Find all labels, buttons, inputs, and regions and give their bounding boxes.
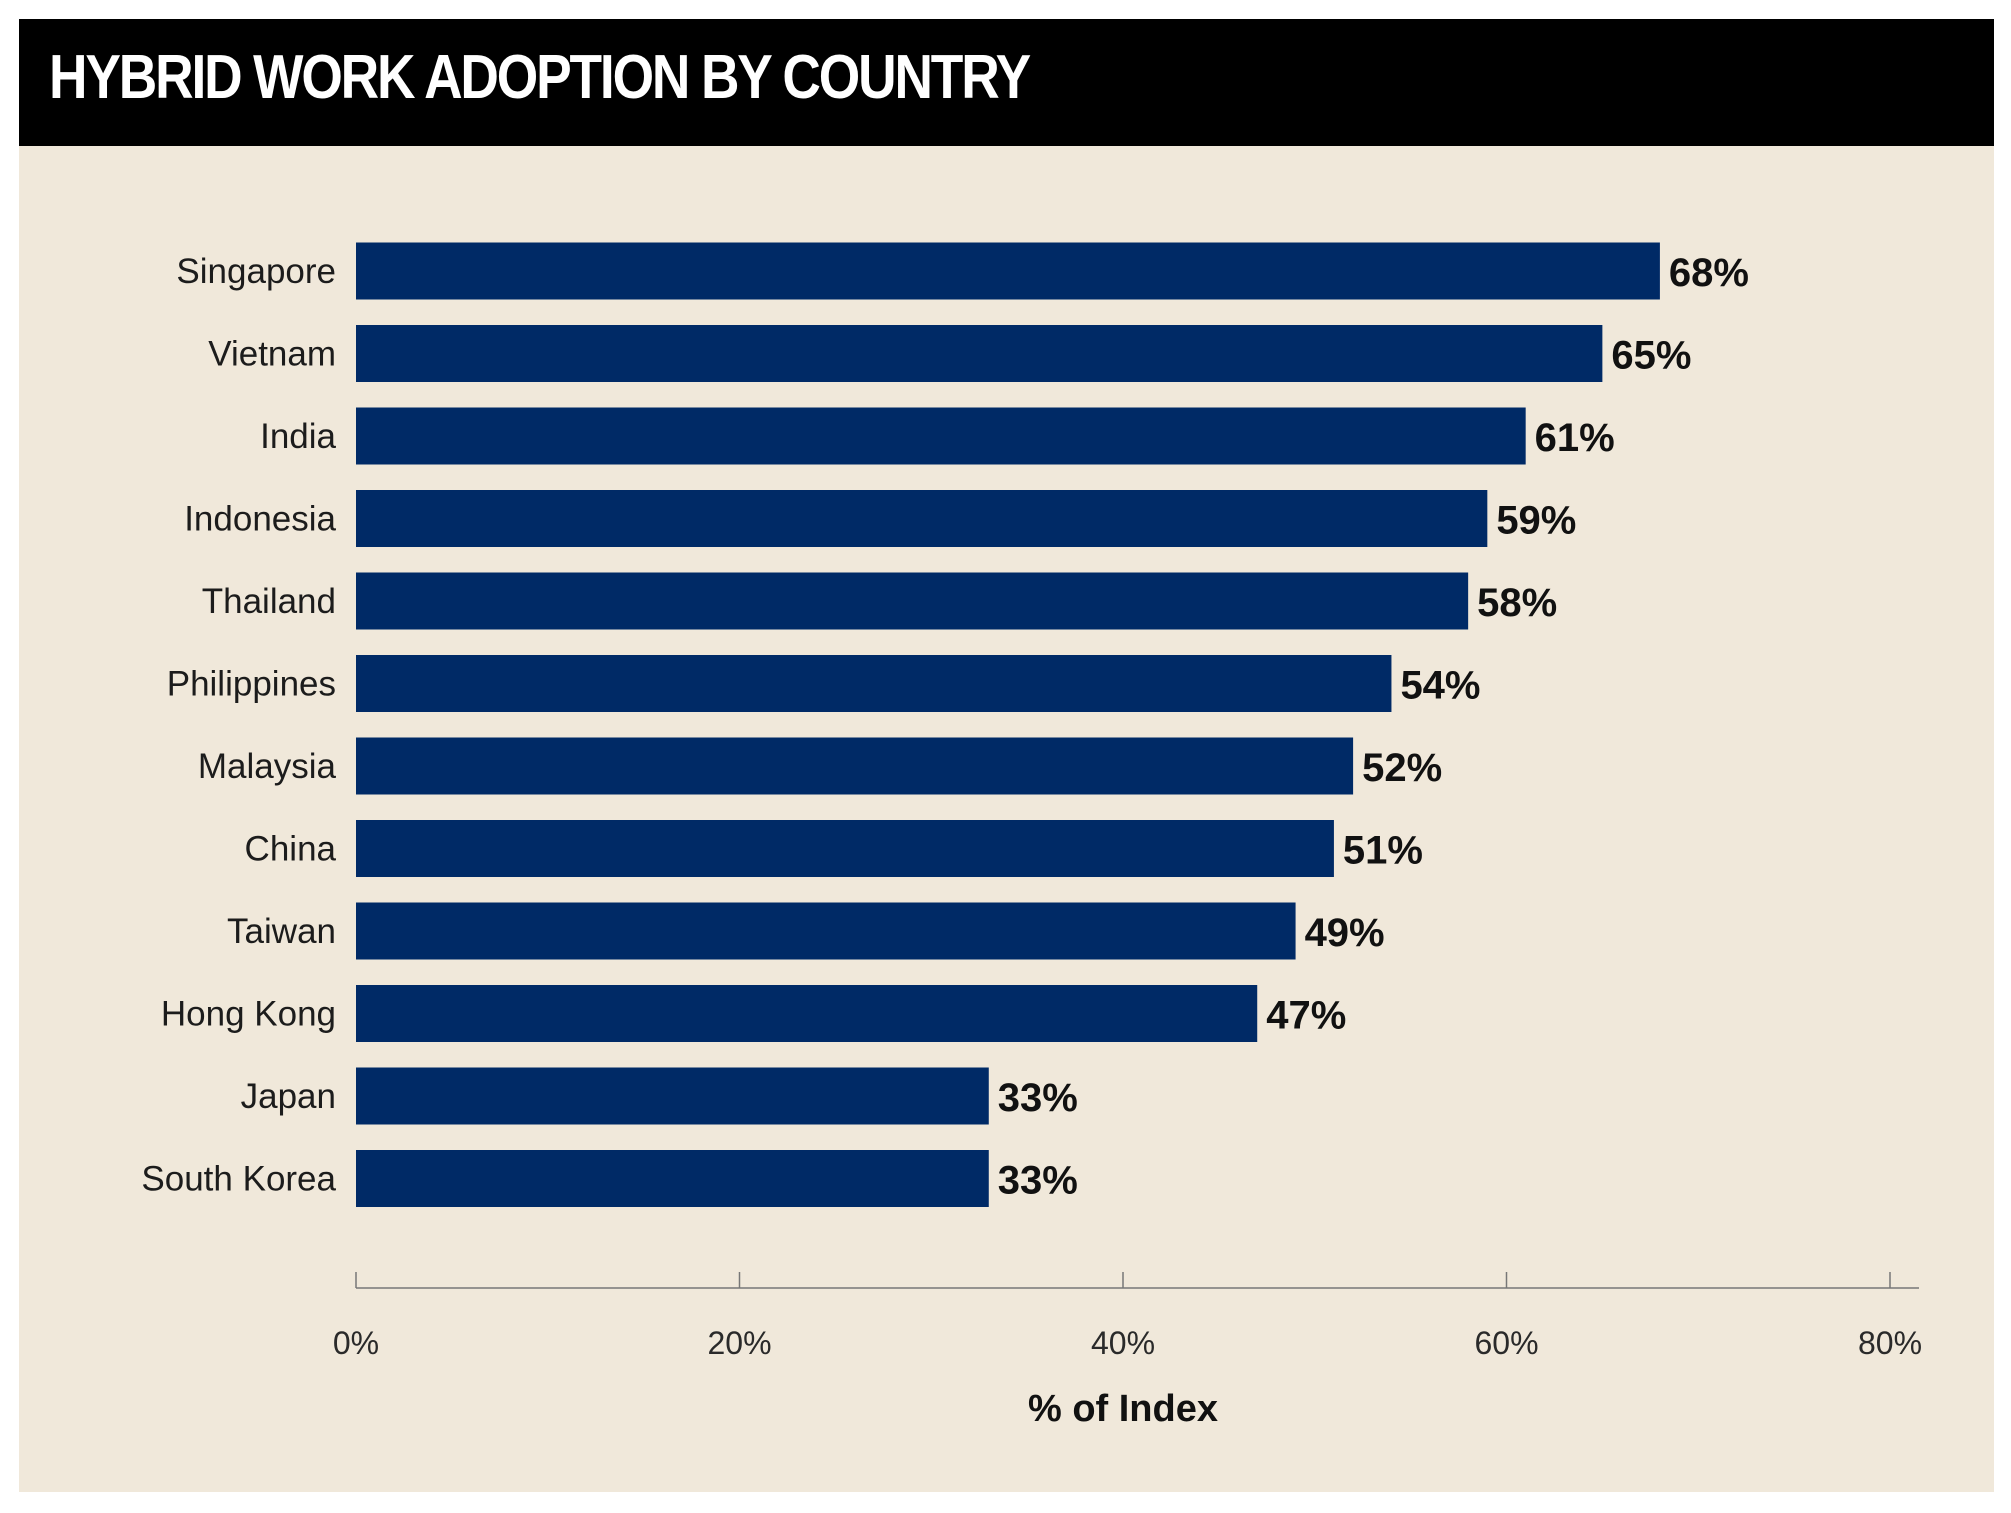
bar-south-korea <box>356 1150 989 1207</box>
x-tick-label-60: 60% <box>1474 1325 1538 1361</box>
bar-japan <box>356 1067 989 1125</box>
bar-china <box>356 820 1334 877</box>
x-tick-label-20: 20% <box>707 1325 771 1361</box>
bar-malaysia <box>356 737 1354 795</box>
value-label-indonesia: 59% <box>1496 499 1576 543</box>
bar-philippines <box>356 655 1392 712</box>
category-label-india: India <box>260 417 336 456</box>
value-label-japan: 33% <box>998 1076 1078 1120</box>
title-bar: HYBRID WORK ADOPTION BY COUNTRY <box>19 19 1994 146</box>
value-label-thailand: 58% <box>1477 581 1557 625</box>
category-label-singapore: Singapore <box>176 252 336 291</box>
x-axis: 0% 20% 40% 60% 80% <box>333 1272 1922 1361</box>
category-label-malaysia: Malaysia <box>198 747 337 786</box>
x-tick-label-40: 40% <box>1091 1325 1155 1361</box>
labels-layer: Singapore 68% Vietnam 65% India 61% Indonesia 5… <box>141 251 1749 1203</box>
bars-layer <box>356 242 1660 1207</box>
category-label-hong-kong: Hong Kong <box>161 995 336 1034</box>
value-label-philippines: 54% <box>1400 664 1480 708</box>
category-label-japan: Japan <box>241 1077 336 1116</box>
category-label-philippines: Philippines <box>167 665 336 704</box>
bar-thailand <box>356 572 1469 630</box>
x-tick-label-0: 0% <box>333 1325 379 1361</box>
value-label-hong-kong: 47% <box>1266 994 1346 1038</box>
value-label-india: 61% <box>1535 416 1615 460</box>
value-label-vietnam: 65% <box>1611 334 1691 378</box>
bar-taiwan <box>356 902 1296 960</box>
chart-title: HYBRID WORK ADOPTION BY COUNTRY <box>49 43 1031 112</box>
category-label-indonesia: Indonesia <box>184 500 336 539</box>
bar-hong-kong <box>356 985 1258 1042</box>
value-label-china: 51% <box>1343 829 1423 873</box>
value-label-taiwan: 49% <box>1305 911 1385 955</box>
category-label-china: China <box>245 830 337 869</box>
value-label-malaysia: 52% <box>1362 746 1442 790</box>
category-label-vietnam: Vietnam <box>208 335 336 374</box>
value-label-south-korea: 33% <box>998 1159 1078 1203</box>
category-label-south-korea: South Korea <box>141 1160 336 1199</box>
x-tick-label-80: 80% <box>1858 1325 1922 1361</box>
bar-india <box>356 407 1526 465</box>
value-label-singapore: 68% <box>1669 251 1749 295</box>
x-axis-title: % of Index <box>1028 1388 1218 1430</box>
bar-chart: Singapore 68% Vietnam 65% India 61% Indonesia 5… <box>141 242 1922 1430</box>
bar-indonesia <box>356 490 1488 547</box>
chart-panel: HYBRID WORK ADOPTION BY COUNTRY Singapor… <box>19 19 1994 1492</box>
bar-singapore <box>356 242 1660 300</box>
category-label-thailand: Thailand <box>202 582 336 621</box>
bar-vietnam <box>356 325 1603 382</box>
category-label-taiwan: Taiwan <box>227 912 336 951</box>
